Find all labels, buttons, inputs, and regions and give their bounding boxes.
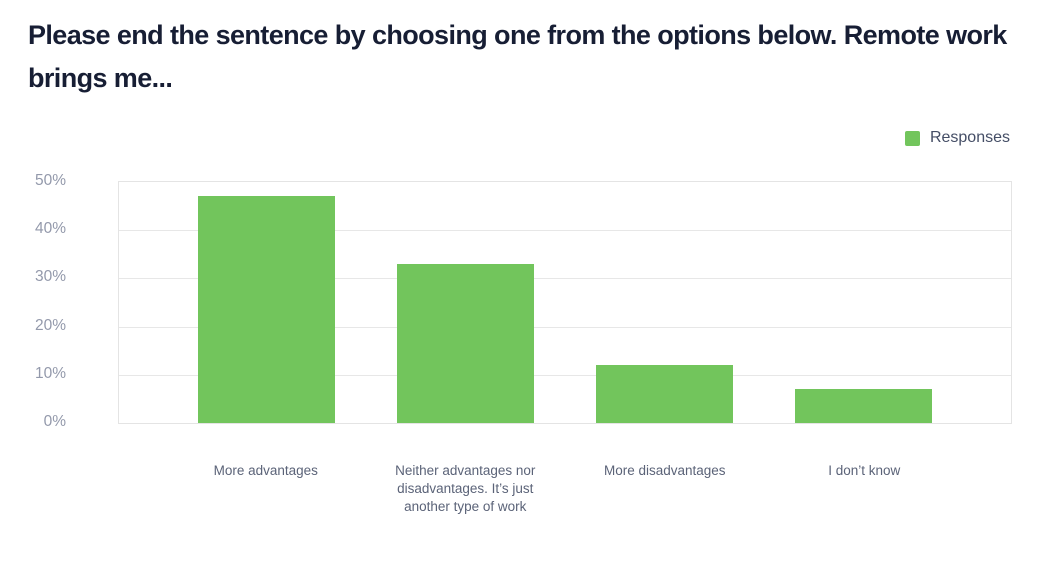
y-axis-tick-labels: 0% 10% 20% 30% 40% 50% xyxy=(0,172,66,430)
bar xyxy=(198,196,335,423)
gridline xyxy=(119,278,1011,280)
x-label-slot: More disadvantages xyxy=(565,462,765,516)
y-tick-label: 50% xyxy=(34,172,66,189)
bar-slot xyxy=(167,182,366,423)
y-tick-label: 10% xyxy=(34,364,66,382)
chart-title: Please end the sentence by choosing one … xyxy=(28,20,1007,93)
x-label-slot: More advantages xyxy=(166,462,366,516)
y-tick-label: 20% xyxy=(34,316,66,334)
bar-slot xyxy=(565,182,764,423)
y-tick-label: 0% xyxy=(43,413,66,430)
gridline xyxy=(119,326,1011,328)
x-axis-category-labels: More advantages Neither advantages nor di… xyxy=(118,462,1012,516)
legend-label: Responses xyxy=(929,129,1010,146)
y-tick-label: 40% xyxy=(34,220,66,238)
bar xyxy=(596,365,733,423)
bar xyxy=(795,389,932,423)
bar-slot xyxy=(366,182,565,423)
bar xyxy=(397,263,534,423)
gridline xyxy=(119,374,1011,376)
legend[interactable]: Responses xyxy=(904,129,1010,147)
category-label: Neither advantages nor disadvantages. It… xyxy=(395,463,536,514)
bars-container xyxy=(119,182,1011,423)
category-label: I don’t know xyxy=(828,463,901,478)
bar-slot xyxy=(764,182,963,423)
x-label-slot: I don’t know xyxy=(765,462,965,516)
legend-swatch-icon xyxy=(904,130,920,146)
x-label-slot: Neither advantages nor disadvantages. It… xyxy=(366,462,566,516)
plot-area xyxy=(118,181,1012,424)
y-tick-label: 30% xyxy=(34,268,66,286)
category-label: More disadvantages xyxy=(603,463,726,478)
gridline xyxy=(119,230,1011,232)
category-label: More advantages xyxy=(213,463,318,478)
